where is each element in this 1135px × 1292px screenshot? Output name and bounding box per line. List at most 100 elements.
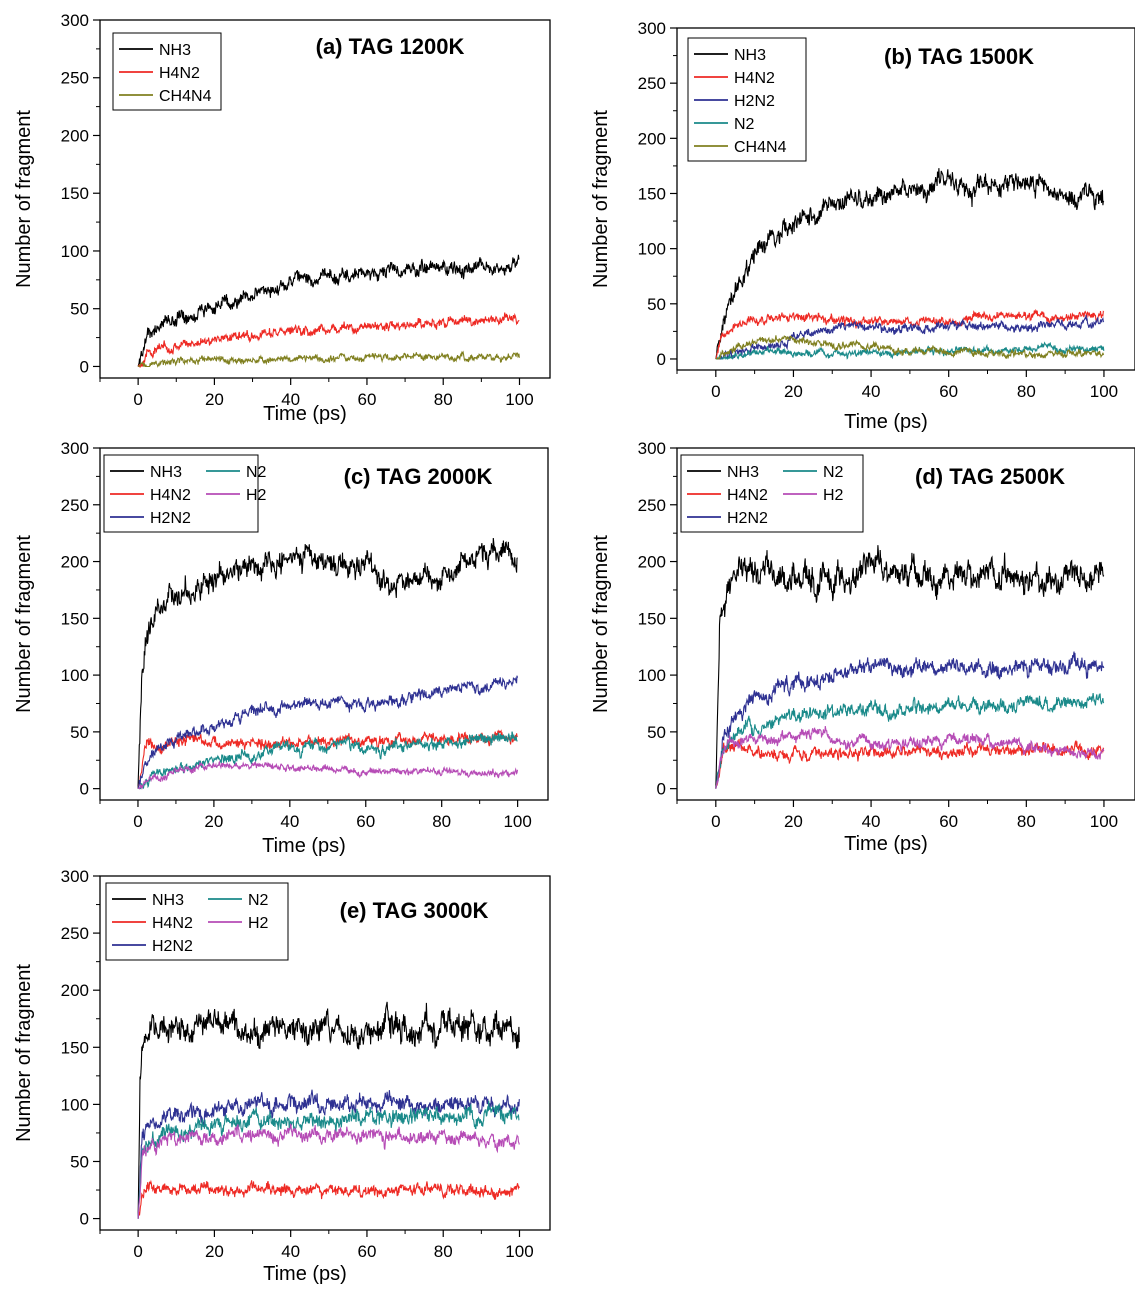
- series-line-n2: [137, 731, 518, 790]
- panel-title: (d) TAG 2500K: [915, 464, 1065, 489]
- y-axis-label: Number of fragment: [13, 535, 35, 713]
- x-tick-label: 60: [357, 390, 376, 409]
- legend-label-h2n2: H2N2: [152, 938, 193, 955]
- legend-label-ch4n4: CH4N4: [159, 88, 212, 105]
- panel-title: (b) TAG 1500K: [884, 44, 1034, 69]
- y-tick-label: 300: [61, 439, 89, 458]
- legend-label-nh3: NH3: [159, 42, 191, 59]
- x-tick-label: 80: [432, 812, 451, 831]
- series-line-nh3: [137, 1001, 520, 1219]
- y-axis-label: Number of fragment: [590, 110, 612, 288]
- y-tick-label: 50: [70, 300, 89, 319]
- y-tick-label: 100: [638, 666, 666, 685]
- legend-label-h2: H2: [248, 915, 269, 932]
- y-tick-label: 200: [61, 553, 89, 572]
- legend-label-h2n2: H2N2: [727, 510, 768, 527]
- plot-frame: [99, 447, 549, 801]
- series-line-h2n2: [715, 651, 1105, 789]
- x-tick-label: 60: [357, 1242, 376, 1261]
- plot-frame: [99, 875, 551, 1231]
- x-tick-label: 40: [281, 390, 300, 409]
- y-tick-label: 0: [80, 357, 89, 376]
- series-line-h2n2: [137, 1089, 520, 1219]
- legend-label-n2: N2: [823, 464, 844, 481]
- legend-label-h2: H2: [246, 487, 267, 504]
- panel-title: (a) TAG 1200K: [316, 34, 465, 59]
- legend-label-nh3: NH3: [727, 464, 759, 481]
- x-tick-label: 100: [1090, 382, 1118, 401]
- x-tick-label: 40: [862, 382, 881, 401]
- x-axis-label: Time (ps): [263, 1263, 347, 1285]
- x-tick-label: 20: [204, 812, 223, 831]
- legend-label-n2: N2: [248, 892, 269, 909]
- series-line-h4n2: [137, 729, 518, 789]
- y-tick-label: 50: [70, 723, 89, 742]
- panel-d: 0 50 100 150 200 250 300 0 20 40 60 80 100 Time (ps) N…: [590, 439, 1135, 855]
- x-tick-label: 100: [503, 812, 531, 831]
- y-tick-label: 200: [61, 981, 89, 1000]
- panel-b: 0 50 100 150 200 250 300 0 20 40 60 80 100 Time (ps) N…: [590, 19, 1135, 433]
- x-axis-label: Time (ps): [844, 833, 928, 855]
- x-tick-label: 60: [356, 812, 375, 831]
- series-line-h4n2: [137, 1179, 520, 1219]
- series-line-h4n2: [715, 738, 1105, 789]
- series-line-h2n2: [137, 675, 519, 789]
- y-tick-label: 100: [638, 240, 666, 259]
- series-line-h4n2: [715, 308, 1105, 360]
- plot-frame: [676, 447, 1135, 801]
- y-tick-label: 100: [61, 666, 89, 685]
- x-tick-label: 40: [862, 812, 881, 831]
- x-tick-label: 0: [711, 812, 720, 831]
- series-line-h2: [137, 1123, 520, 1219]
- y-tick-label: 250: [61, 69, 89, 88]
- x-tick-label: 20: [784, 812, 803, 831]
- legend-label-h2n2: H2N2: [734, 93, 775, 110]
- legend-label-nh3: NH3: [150, 464, 182, 481]
- series-line-nh3: [715, 168, 1105, 360]
- series-line-h2n2: [715, 314, 1105, 360]
- y-tick-label: 300: [61, 867, 89, 886]
- legend-label-h4n2: H4N2: [152, 915, 193, 932]
- y-tick-label: 250: [638, 74, 666, 93]
- y-tick-label: 150: [61, 184, 89, 203]
- y-tick-label: 150: [61, 1038, 89, 1057]
- panel-title: (e) TAG 3000K: [340, 898, 489, 923]
- plot-frame: [99, 19, 551, 379]
- y-tick-label: 0: [80, 780, 89, 799]
- legend-label-h2: H2: [823, 487, 844, 504]
- series-line-nh3: [137, 537, 518, 789]
- series-line-n2: [715, 341, 1105, 360]
- x-axis-label: Time (ps): [263, 403, 347, 425]
- y-tick-label: 250: [61, 924, 89, 943]
- plot-frame: [676, 27, 1135, 371]
- y-axis-label: Number of fragment: [13, 964, 35, 1142]
- legend-label-h4n2: H4N2: [727, 487, 768, 504]
- series-line-ch4n4: [715, 335, 1105, 360]
- x-tick-label: 80: [1017, 382, 1036, 401]
- x-tick-label: 20: [205, 1242, 224, 1261]
- y-tick-label: 200: [638, 553, 666, 572]
- legend-label-nh3: NH3: [734, 47, 766, 64]
- y-tick-label: 50: [70, 1152, 89, 1171]
- y-tick-label: 0: [657, 350, 666, 369]
- y-axis-label: Number of fragment: [13, 110, 35, 288]
- x-tick-label: 100: [1090, 812, 1118, 831]
- legend-label-ch4n4: CH4N4: [734, 139, 787, 156]
- x-tick-label: 80: [434, 1242, 453, 1261]
- y-tick-label: 200: [61, 126, 89, 145]
- y-tick-label: 150: [638, 609, 666, 628]
- y-tick-label: 250: [61, 496, 89, 515]
- series-line-h2: [137, 760, 519, 791]
- x-tick-label: 40: [280, 812, 299, 831]
- legend-label-h4n2: H4N2: [159, 65, 200, 82]
- y-tick-label: 200: [638, 129, 666, 148]
- x-axis-label: Time (ps): [844, 411, 928, 433]
- panel-a: 0 50 100 150 200 250 300 0 20 40 60 80 100 Time (ps) N…: [13, 11, 551, 425]
- panel-c: 0 50 100 150 200 250 300 0 20 40 60 80 100 Time (ps) N…: [13, 439, 549, 857]
- legend-label-nh3: NH3: [152, 892, 184, 909]
- series-line-h2: [715, 726, 1105, 789]
- legend-label-h2n2: H2N2: [150, 510, 191, 527]
- x-tick-label: 60: [939, 812, 958, 831]
- series-line-ch4n4: [137, 350, 520, 368]
